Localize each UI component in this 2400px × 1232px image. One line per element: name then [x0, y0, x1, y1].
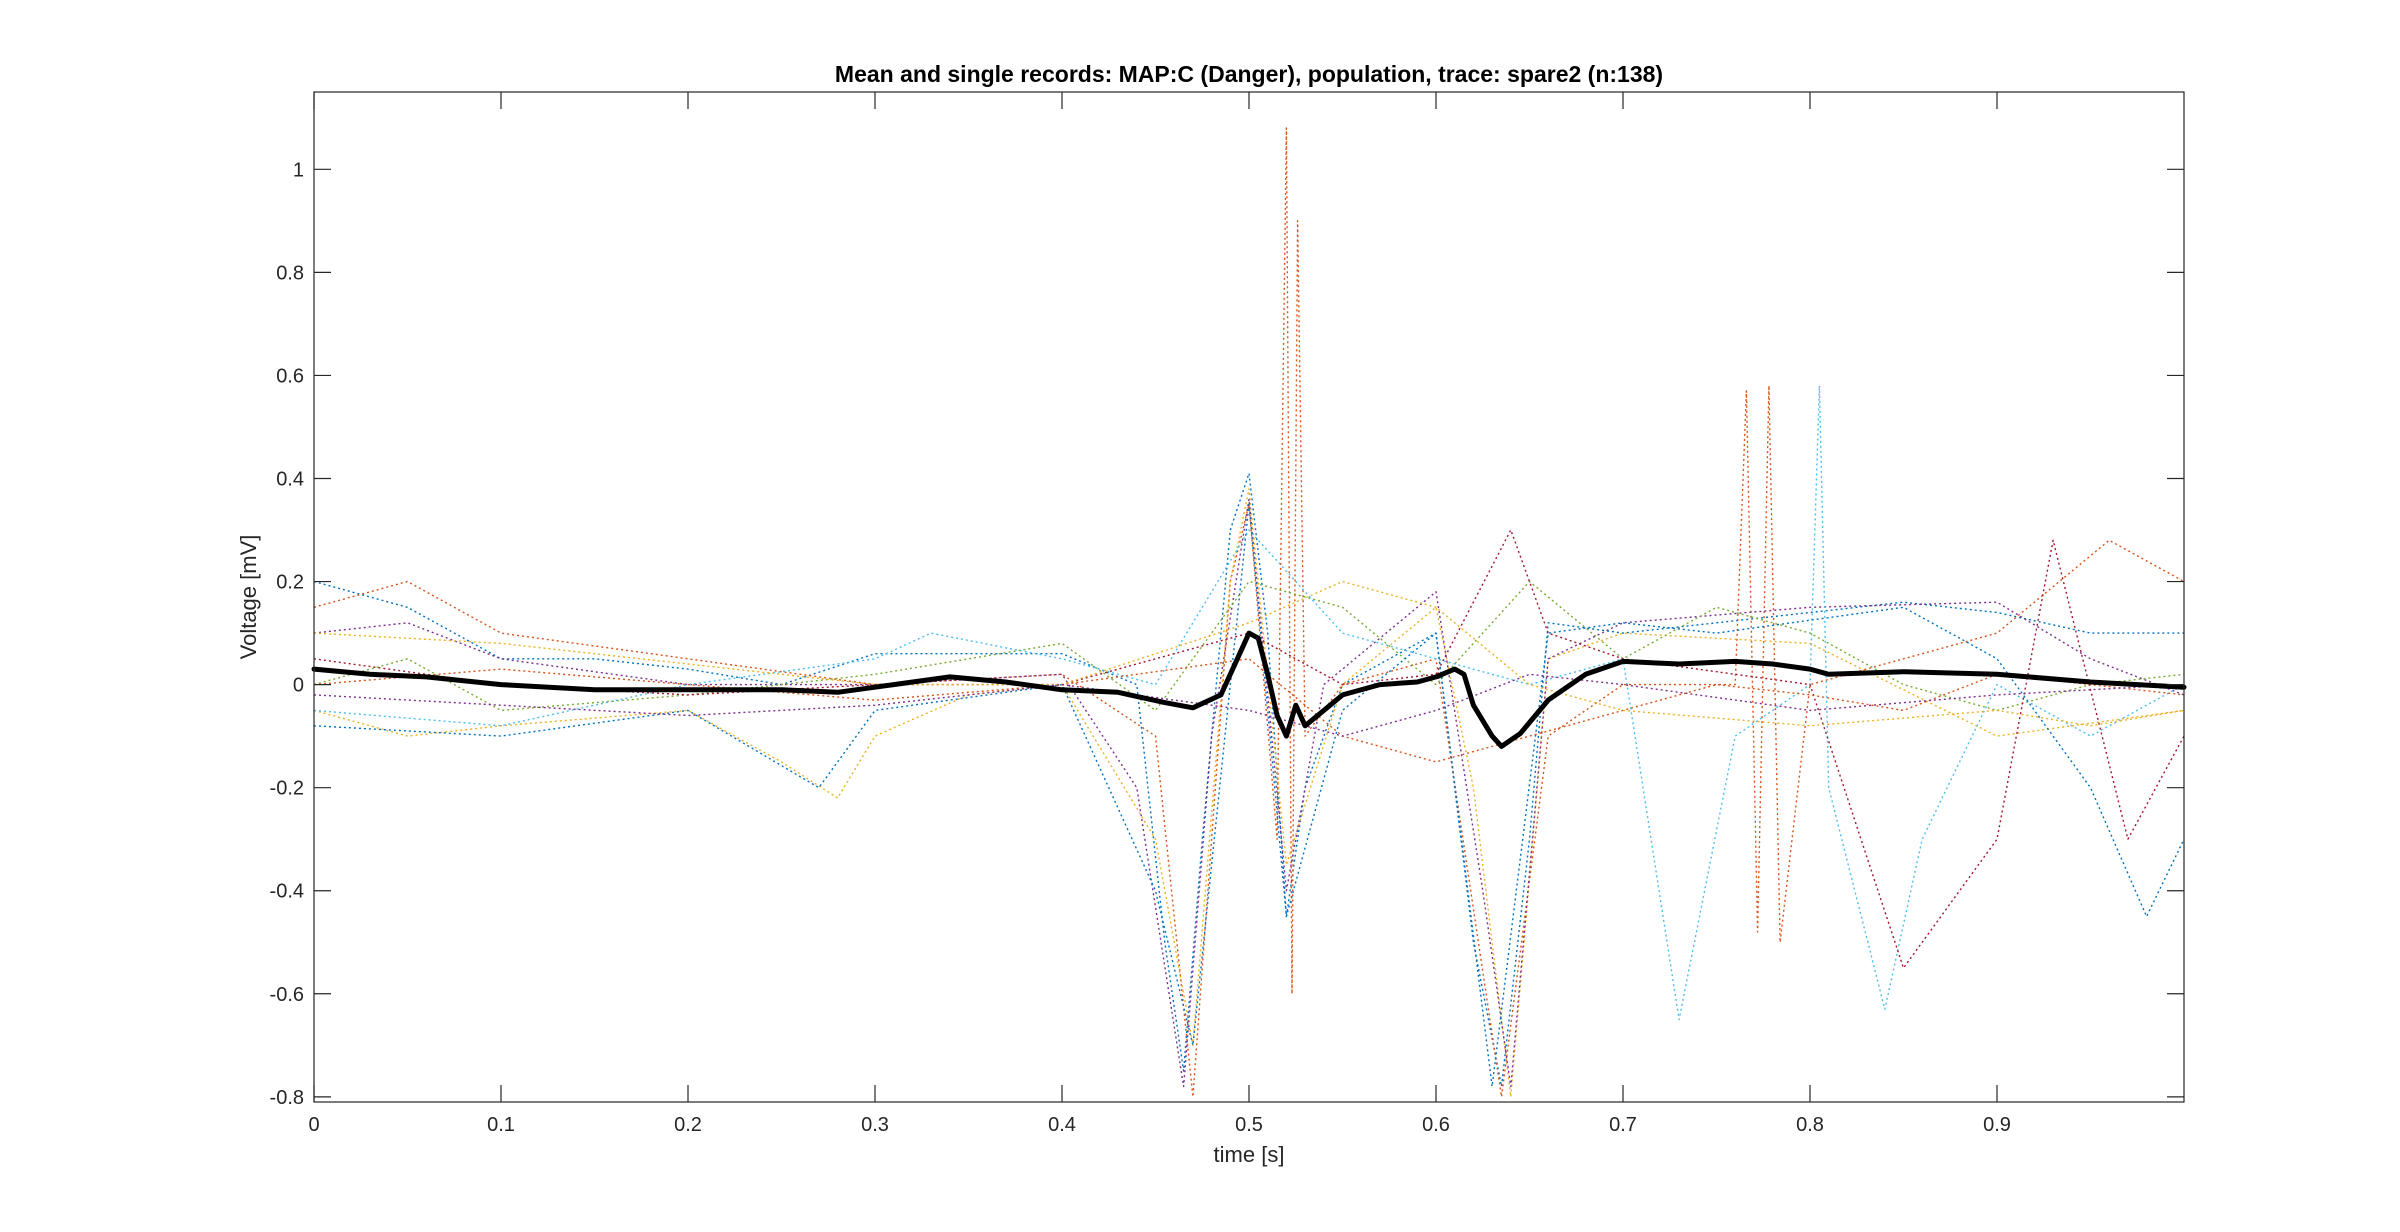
x-tick-label: 0.2 — [674, 1114, 702, 1136]
record-line-5 — [313, 580, 2185, 712]
x-tick-label: 0.5 — [1235, 1114, 1263, 1136]
record-line-4 — [313, 498, 2185, 1088]
y-tick-label: 0.2 — [276, 572, 304, 594]
record-line-7 — [313, 529, 2185, 969]
y-tick-label: 0 — [293, 675, 304, 697]
x-tick-label: 0.3 — [861, 1114, 889, 1136]
series-layer — [311, 127, 2187, 1098]
x-tick-label: 0.9 — [1983, 1114, 2011, 1136]
y-tick-label: 0.4 — [276, 468, 304, 490]
x-tick-label: 0.8 — [1796, 1114, 1824, 1136]
record-line-3 — [313, 488, 2185, 1098]
record-line-10 — [313, 580, 2185, 727]
mean-line — [311, 630, 2187, 749]
y-tick-label: 1 — [293, 159, 304, 181]
record-line-9 — [313, 658, 2185, 763]
y-tick-label: 0.8 — [276, 262, 304, 284]
x-tick-label: 0.6 — [1422, 1114, 1450, 1136]
x-tick-label: 0.7 — [1609, 1114, 1637, 1136]
y-axis-label: Voltage [mV] — [236, 535, 261, 660]
x-tick-label: 0.4 — [1048, 1114, 1076, 1136]
y-tick-label: -0.2 — [270, 778, 304, 800]
x-tick-label: 0.1 — [487, 1114, 515, 1136]
chart-title: Mean and single records: MAP:C (Danger),… — [835, 61, 1663, 87]
x-tick-label: 0 — [308, 1114, 319, 1136]
y-tick-label: -0.6 — [270, 984, 304, 1006]
x-axis-label: time [s] — [1214, 1142, 1285, 1167]
y-tick-label: -0.8 — [270, 1087, 304, 1109]
record-line-11 — [313, 673, 2185, 737]
y-tick-label: -0.4 — [270, 881, 304, 903]
plot-area — [314, 92, 2184, 1102]
y-tick-label: 0.6 — [276, 365, 304, 387]
tick-layer: 0 0.1 0.2 0.3 0.4 0.5 0.6 0.7 0.8 0.9 -0.8 -0.6 -0.4… — [270, 92, 2184, 1136]
